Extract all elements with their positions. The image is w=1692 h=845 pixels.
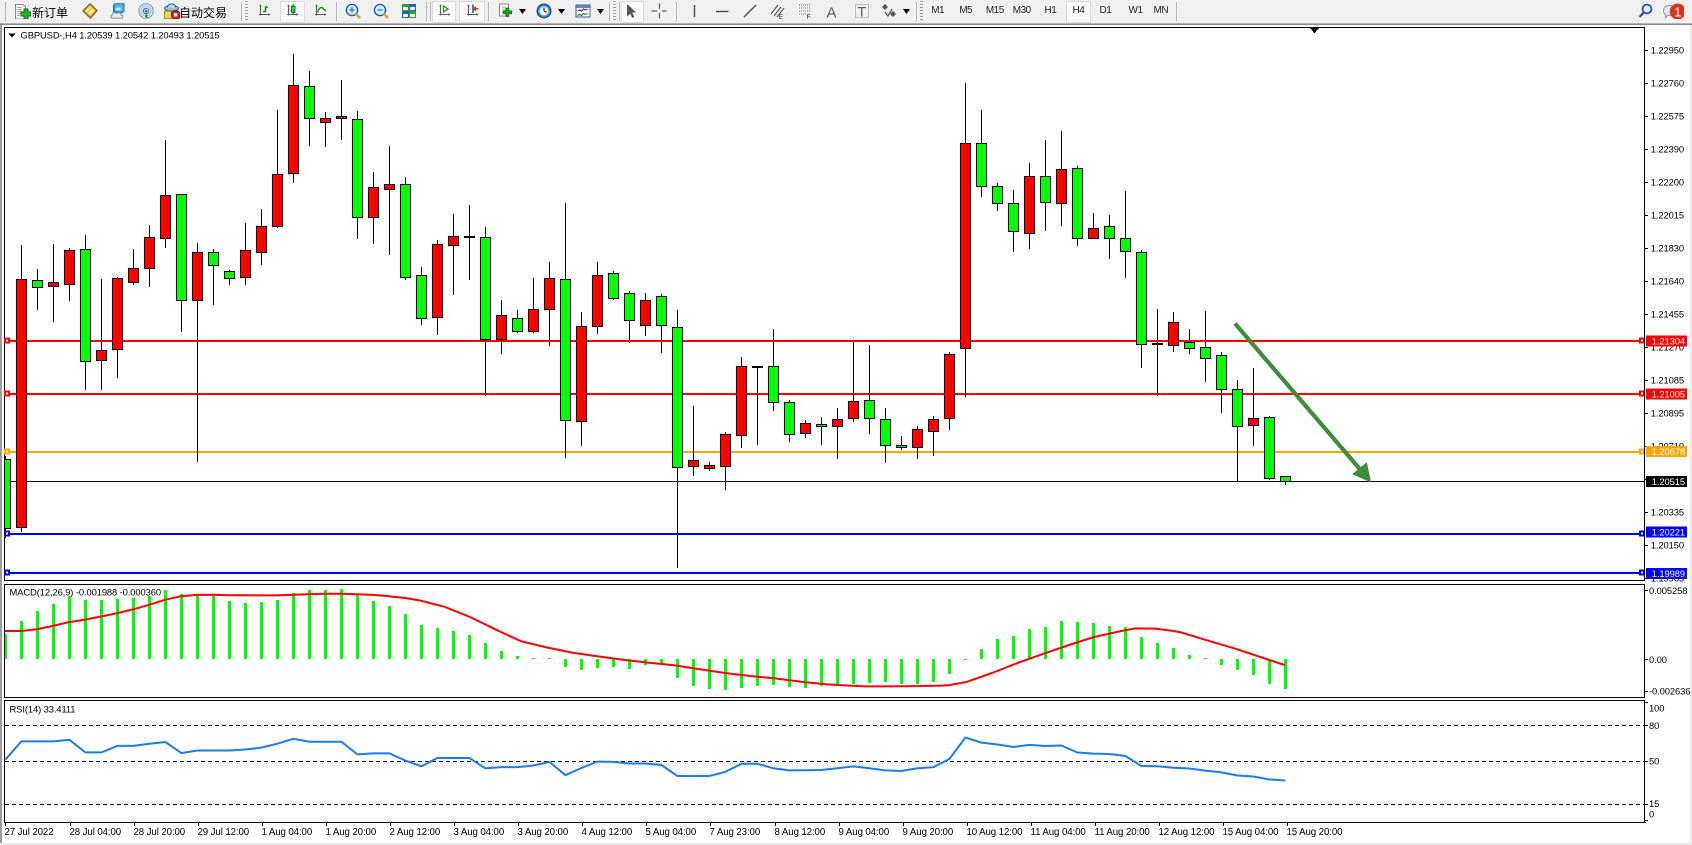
svg-text:1: 1 xyxy=(1674,4,1681,19)
svg-text:12 Aug 12:00: 12 Aug 12:00 xyxy=(1159,827,1216,838)
svg-text:1.22575: 1.22575 xyxy=(1651,111,1684,122)
svg-text:RSI(14) 33.4111: RSI(14) 33.4111 xyxy=(10,703,76,714)
svg-text:1.22390: 1.22390 xyxy=(1651,144,1684,155)
svg-text:27 Jul 2022: 27 Jul 2022 xyxy=(5,827,54,838)
svg-text:1.21830: 1.21830 xyxy=(1651,243,1684,254)
svg-text:1.22950: 1.22950 xyxy=(1651,45,1684,56)
svg-text:1.20221: 1.20221 xyxy=(1652,527,1685,538)
svg-text:1 Aug 20:00: 1 Aug 20:00 xyxy=(326,827,377,838)
svg-text:11 Aug 20:00: 11 Aug 20:00 xyxy=(1095,827,1151,838)
svg-text:1.20335: 1.20335 xyxy=(1651,507,1684,518)
svg-text:0: 0 xyxy=(1649,809,1654,820)
svg-text:3 Aug 20:00: 3 Aug 20:00 xyxy=(518,827,569,838)
svg-text:15 Aug 20:00: 15 Aug 20:00 xyxy=(1287,827,1344,838)
svg-text:1.19989: 1.19989 xyxy=(1652,568,1685,579)
svg-text:11 Aug 04:00: 11 Aug 04:00 xyxy=(1031,827,1087,838)
svg-text:15 Aug 04:00: 15 Aug 04:00 xyxy=(1223,827,1280,838)
svg-text:E: E xyxy=(779,14,784,19)
svg-text:1.21304: 1.21304 xyxy=(1652,336,1685,347)
svg-text:2 Aug 12:00: 2 Aug 12:00 xyxy=(390,827,441,838)
svg-text:80: 80 xyxy=(1649,720,1659,731)
svg-text:1.20515: 1.20515 xyxy=(1652,476,1685,487)
svg-text:1.22015: 1.22015 xyxy=(1651,210,1684,221)
svg-text:T: T xyxy=(858,4,867,20)
svg-text:1.20895: 1.20895 xyxy=(1651,408,1684,419)
svg-text:28 Jul 20:00: 28 Jul 20:00 xyxy=(134,827,186,838)
svg-text:1.21455: 1.21455 xyxy=(1651,309,1684,320)
svg-text:7 Aug 23:00: 7 Aug 23:00 xyxy=(710,827,761,838)
svg-text:1.21005: 1.21005 xyxy=(1652,389,1685,400)
svg-text:1.20678: 1.20678 xyxy=(1652,446,1685,457)
svg-text:5 Aug 04:00: 5 Aug 04:00 xyxy=(646,827,697,838)
svg-text:10 Aug 12:00: 10 Aug 12:00 xyxy=(967,827,1024,838)
svg-text:1.21270: 1.21270 xyxy=(1651,342,1684,353)
svg-text:28 Jul 04:00: 28 Jul 04:00 xyxy=(70,827,122,838)
svg-text:15: 15 xyxy=(1649,798,1659,809)
svg-text:4 Aug 12:00: 4 Aug 12:00 xyxy=(582,827,633,838)
svg-text:1.22760: 1.22760 xyxy=(1651,78,1684,89)
svg-text:1.21085: 1.21085 xyxy=(1651,375,1684,386)
svg-text:1.20150: 1.20150 xyxy=(1651,540,1684,551)
svg-text:1.22200: 1.22200 xyxy=(1651,177,1684,188)
svg-text:0.005258: 0.005258 xyxy=(1649,585,1687,596)
svg-text:F: F xyxy=(807,14,811,19)
svg-text:29 Jul 12:00: 29 Jul 12:00 xyxy=(198,827,250,838)
svg-text:GBPUSD-,H4 1.20539 1.20542: GBPUSD-,H4 1.20539 1.20542 1.20493 1.205… xyxy=(21,30,220,41)
svg-text:1.21640: 1.21640 xyxy=(1651,276,1684,287)
svg-text:1 Aug 04:00: 1 Aug 04:00 xyxy=(262,827,313,838)
svg-text:A: A xyxy=(827,5,837,20)
svg-text:9 Aug 20:00: 9 Aug 20:00 xyxy=(903,827,954,838)
svg-text:100: 100 xyxy=(1649,702,1664,713)
svg-text:8 Aug 12:00: 8 Aug 12:00 xyxy=(775,827,826,838)
svg-text:MACD(12,26,9) -0.001988 -0.000: MACD(12,26,9) -0.001988 -0.000360 xyxy=(10,586,161,597)
svg-text:3 Aug 04:00: 3 Aug 04:00 xyxy=(454,827,505,838)
svg-text:9 Aug 04:00: 9 Aug 04:00 xyxy=(839,827,890,838)
svg-text:-0.002636: -0.002636 xyxy=(1649,685,1690,696)
svg-text:0.00: 0.00 xyxy=(1649,654,1667,665)
svg-text:50: 50 xyxy=(1649,756,1659,767)
